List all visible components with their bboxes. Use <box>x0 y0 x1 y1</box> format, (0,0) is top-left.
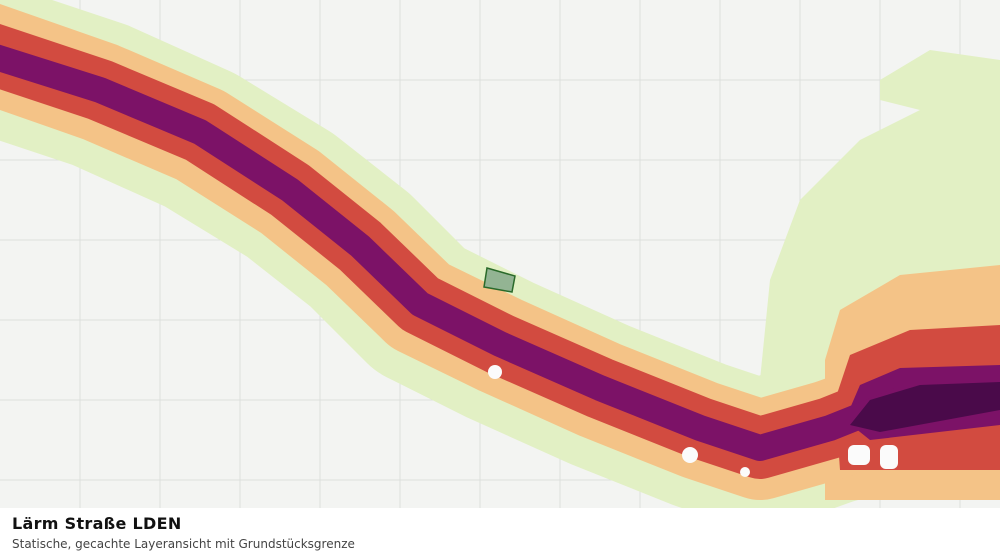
layer-subtitle: Statische, gecachte Layeransicht mit Gru… <box>12 537 355 551</box>
legend-panel: Lärm Straße LDEN Statische, gecachte Lay… <box>0 508 1000 560</box>
parcel-boundary[interactable] <box>483 267 516 293</box>
noise-zone-dark <box>850 382 1000 432</box>
layer-title: Lärm Straße LDEN <box>12 514 182 533</box>
map <box>0 0 1000 508</box>
gaps <box>488 365 898 477</box>
